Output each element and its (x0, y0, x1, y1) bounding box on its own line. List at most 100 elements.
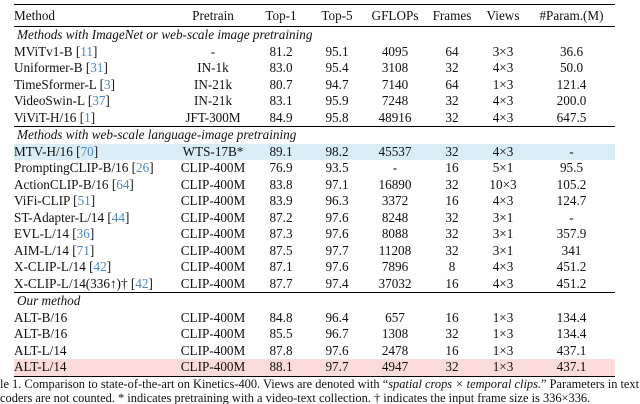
col-header-views: Views (478, 4, 528, 27)
citation-link[interactable]: [70] (73, 144, 98, 159)
params-cell: - (569, 209, 574, 225)
gflops-cell: 8088 (381, 226, 409, 241)
gflops-cell: 657 (385, 309, 405, 325)
method-name: ST-Adapter-L/14 (14, 209, 105, 225)
gflops-cell: 4095 (381, 43, 409, 59)
citation-number: 1 (84, 109, 91, 125)
method-name: ALT-B/16 (14, 309, 68, 325)
table-row: X-CLIP-L/14(336↑)† [42] CLIP-400M 87.7 97.4… (14, 276, 615, 293)
citation-bracket: ] (93, 143, 99, 159)
table-row: TimeSformer-L [3] IN-21k 80.7 94.7 7140 64 1×3… (14, 77, 615, 94)
col-header-top-1: Top-1 (252, 4, 310, 27)
caption-line-1: le 1. Comparison to state-of-the-art on … (0, 377, 640, 392)
gflops-cell: 11208 (378, 242, 412, 258)
citation-bracket: ] (89, 226, 95, 241)
pretrain-cell: IN-1k (197, 60, 229, 75)
citation-link[interactable]: [71] (69, 243, 94, 258)
col-header-top-5: Top-5 (310, 4, 364, 27)
top5-cell: 96.3 (325, 193, 349, 208)
params-cell: 451.2 (556, 275, 587, 291)
gflops-cell: 45537 (378, 143, 412, 159)
params-cell: 95.5 (559, 160, 584, 175)
method-name: X-CLIP-L/14 (14, 259, 86, 274)
citation-link[interactable]: [26] (128, 160, 154, 175)
citation-bracket: [ (96, 76, 104, 92)
pretrain-cell: IN-21k (193, 93, 233, 108)
top1-cell: 87.8 (269, 342, 293, 358)
views-cell: 1×3 (492, 326, 514, 341)
citation-bracket: [ (69, 193, 78, 208)
citation-link[interactable]: [42] (128, 276, 153, 291)
table-header-row: Method Pretrain Top-1 Top-5 GFLOPs Frames View… (14, 4, 615, 27)
frames-cell: 16 (445, 160, 459, 175)
views-cell: 3×3 (492, 43, 514, 59)
citation-number: 37 (92, 93, 106, 108)
method-cell: MViTv1-B [11] (14, 44, 174, 61)
caption-text: ” Parameters in text (541, 377, 640, 391)
top5-cell: 94.7 (325, 76, 349, 92)
results-table: Method Pretrain Top-1 Top-5 GFLOPs Frames View… (14, 4, 615, 377)
method-name: ViFi-CLIP (14, 193, 70, 208)
citation-bracket: ] (90, 109, 96, 125)
pretrain-cell: JFT-300M (185, 109, 241, 125)
frames-cell: 32 (445, 143, 459, 159)
caption-line-2: coders are not counted. * indicates pret… (0, 391, 640, 404)
gflops-cell: 8248 (381, 209, 409, 225)
params-cell: 341 (561, 242, 582, 258)
gflops-cell: 3372 (381, 193, 409, 208)
citation-link[interactable]: [11] (73, 44, 98, 59)
gflops-cell: 1308 (381, 326, 409, 341)
method-cell: VideoSwin-L [37] (14, 93, 174, 110)
citation-link[interactable]: [51] (70, 193, 95, 208)
citation-number: 71 (76, 242, 90, 258)
method-name: MViTv1-B (14, 43, 73, 59)
views-cell: 1×3 (492, 309, 514, 325)
gflops-cell: 37032 (378, 275, 412, 291)
pretrain-cell: CLIP-400M (180, 259, 246, 274)
citation-link[interactable]: [37] (85, 93, 110, 108)
top1-cell: 87.5 (269, 242, 293, 258)
top5-cell: 97.6 (325, 209, 349, 225)
method-cell: AIM-L/14 [71] (14, 243, 174, 260)
table-header: Method Pretrain Top-1 Top-5 GFLOPs Frames View… (14, 4, 615, 27)
method-cell: MTV-H/16 [70] (14, 144, 174, 161)
method-name: ALT-L/14 (14, 359, 67, 374)
views-cell: 1×3 (492, 76, 514, 92)
top5-cell: 97.6 (325, 259, 349, 274)
method-cell: Uniformer-B [31] (14, 60, 174, 77)
top5-cell: 95.4 (325, 60, 349, 75)
gflops-cell: 4947 (381, 359, 409, 374)
method-cell: X-CLIP-L/14 [42] (14, 259, 174, 276)
citation-link[interactable]: [1] (76, 110, 95, 125)
caption-text: le 1. Comparison to state-of-the-art on … (0, 377, 389, 391)
citation-link[interactable]: [3] (96, 77, 115, 92)
params-cell: 36.6 (559, 43, 584, 59)
views-cell: 4×3 (492, 275, 514, 291)
citation-bracket: ] (148, 275, 153, 291)
table-row: Uniformer-B [31] IN-1k 83.0 95.4 3108 32 4×3 50… (14, 60, 615, 77)
method-name: X-CLIP-L/14(336↑)† (14, 275, 128, 291)
citation-link[interactable]: [42] (86, 259, 111, 274)
frames-cell: 32 (445, 60, 459, 75)
method-name: Uniformer-B (14, 60, 83, 75)
top5-cell: 97.6 (325, 342, 349, 358)
method-cell: TimeSformer-L [3] (14, 77, 174, 94)
views-cell: 3×1 (492, 209, 514, 225)
section-header-row: Our method (14, 292, 615, 310)
top1-cell: 83.8 (269, 176, 293, 192)
table-row: X-CLIP-L/14 [42] CLIP-400M 87.1 97.6 7896 8 4×… (14, 259, 615, 276)
params-cell: 121.4 (556, 76, 587, 92)
method-name: VideoSwin-L (14, 93, 85, 108)
citation-link[interactable]: [36] (69, 226, 94, 241)
citation-bracket: [ (72, 143, 81, 159)
method-cell: EVL-L/14 [36] (14, 226, 174, 243)
table-row: ALT-B/16 CLIP-400M 84.8 96.4 657 16 1×3 134.4 (14, 310, 615, 327)
method-cell: ActionCLIP-B/16 [64] (14, 177, 174, 194)
citation-bracket: [ (84, 93, 93, 108)
citation-link[interactable]: [44] (104, 210, 129, 225)
citation-link[interactable]: [31] (83, 60, 108, 75)
views-cell: 3×1 (492, 226, 514, 241)
method-name: MTV-H/16 (14, 143, 73, 159)
gflops-cell: - (392, 160, 398, 175)
citation-link[interactable]: [64] (109, 177, 134, 192)
